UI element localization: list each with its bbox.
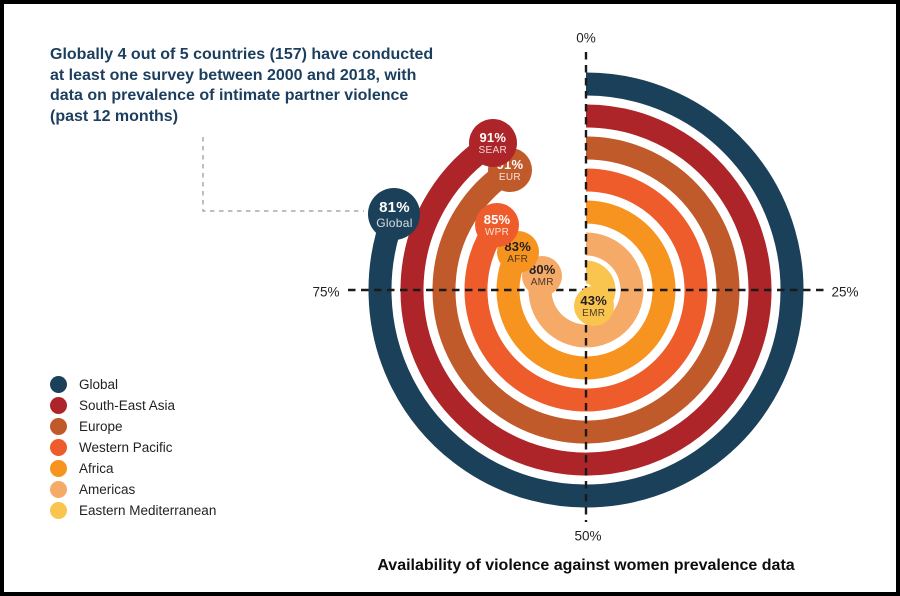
- bubble-region-code: EUR: [498, 171, 521, 183]
- axis-tick-left: 75%: [312, 284, 340, 300]
- legend-label: Americas: [79, 482, 136, 497]
- legend-label: Africa: [79, 461, 114, 476]
- bubble-emr: 43% EMR: [573, 286, 614, 327]
- legend-item-sear: South-East Asia: [50, 397, 216, 414]
- bubble-region-code: SEAR: [478, 144, 507, 156]
- ring-global: [368, 72, 804, 508]
- bubble-global: 81% Global: [368, 188, 421, 241]
- legend-label: Global: [79, 377, 119, 392]
- ring-wpr: [464, 168, 708, 412]
- legend-label: Europe: [79, 419, 123, 434]
- ring-amr: [528, 232, 644, 348]
- legend-item-emr: Eastern Mediterranean: [50, 502, 216, 519]
- legend-item-wpr: Western Pacific: [50, 439, 216, 456]
- bubble-value: 83%: [504, 238, 531, 254]
- legend-dot-icon: [50, 376, 67, 393]
- legend-dot-icon: [50, 418, 67, 435]
- legend-label: South-East Asia: [79, 398, 176, 413]
- axis-tick-right: 25%: [831, 284, 859, 300]
- annotation-connector-line: [202, 137, 364, 212]
- legend-label: Eastern Mediterranean: [79, 503, 217, 518]
- legend-label: Western Pacific: [79, 440, 173, 455]
- bubble-region-code: WPR: [484, 226, 510, 238]
- legend-item-amr: Americas: [50, 481, 216, 498]
- legend-dot-icon: [50, 439, 67, 456]
- axis-tick-bottom: 50%: [574, 528, 602, 544]
- legend-dot-icon: [50, 502, 67, 519]
- legend-item-eur: Europe: [50, 418, 216, 435]
- bubble-region-code: Global: [376, 215, 413, 230]
- ring-afr: [496, 200, 676, 380]
- legend-dot-icon: [50, 397, 67, 414]
- legend-item-global: Global: [50, 376, 216, 393]
- bubble-value: 43%: [580, 292, 607, 308]
- annotation-text: Globally 4 out of 5 countries (157) have…: [50, 46, 434, 125]
- bubble-region-code: AMR: [530, 277, 554, 289]
- bubble-sear: 91% SEAR: [468, 119, 517, 168]
- bubble-wpr: 85% WPR: [475, 203, 519, 248]
- ring-sear: [400, 104, 772, 476]
- bubble-region-code: AFR: [507, 253, 529, 265]
- bubble-value: 80%: [528, 262, 556, 278]
- bubble-value: 81%: [379, 198, 410, 216]
- bubble-value: 91%: [479, 129, 507, 145]
- legend-item-afr: Africa: [50, 460, 216, 477]
- legend-dot-icon: [50, 460, 67, 477]
- bubble-value: 85%: [483, 211, 511, 227]
- legend-dot-icon: [50, 481, 67, 498]
- legend: Global South-East Asia Europe Western Pacif…: [50, 376, 216, 523]
- ring-eur: [432, 136, 740, 444]
- bubble-region-code: EMR: [582, 307, 606, 319]
- chart-caption: Availability of violence against women p…: [377, 557, 795, 574]
- axis-tick-top: 0%: [576, 30, 596, 46]
